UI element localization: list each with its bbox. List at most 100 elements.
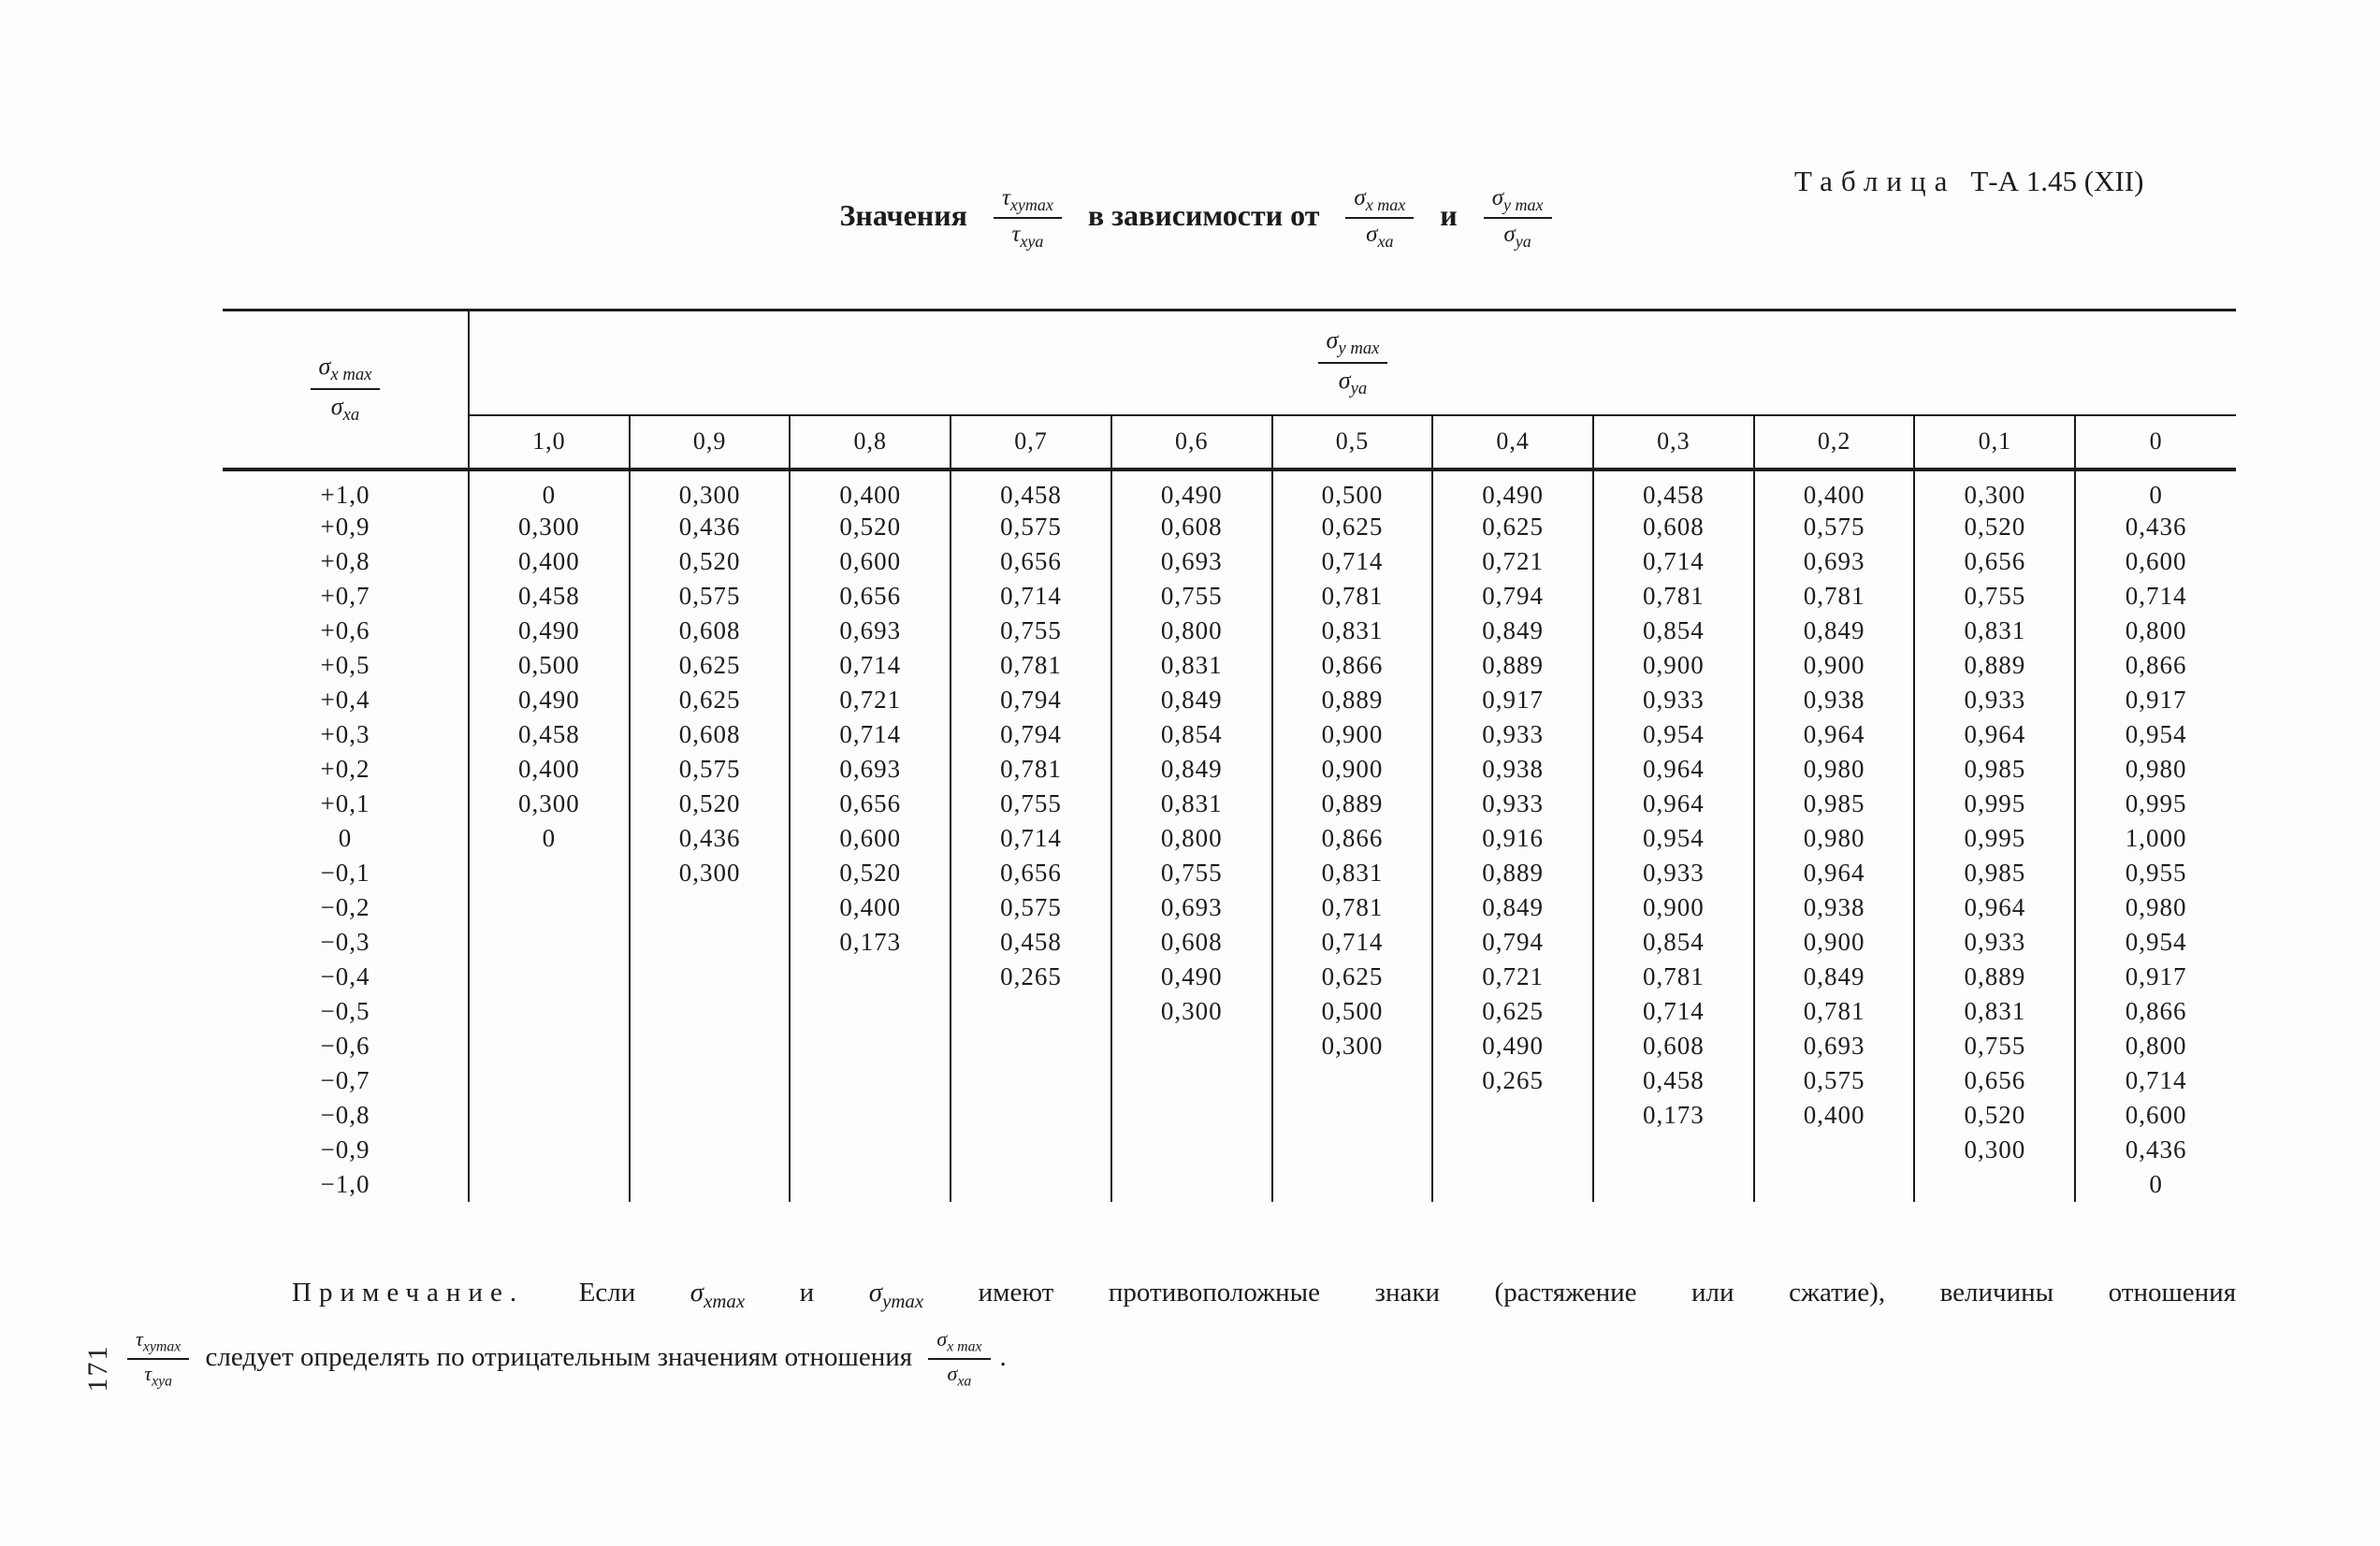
table-row: −0,3 0,173 0,458 0,608 0,714 0,794 0,854 0,900 0…: [223, 924, 2236, 960]
table-cell: 0,933: [1913, 682, 2076, 717]
table-cell: 0,755: [1913, 1028, 2076, 1063]
fraction-numerator: τxymax: [993, 185, 1062, 220]
table-cell: [1592, 1132, 1754, 1167]
row-label: +1,0: [223, 469, 470, 510]
table-cell: 0,954: [1592, 820, 1754, 856]
table-cell: 0,933: [1592, 855, 1754, 890]
table-cell: 0,600: [789, 820, 951, 856]
title-word: Значения: [839, 197, 967, 232]
column-header: 0,3: [1592, 414, 1754, 471]
table-cell: [468, 1132, 630, 1167]
table-cell: 0,575: [950, 889, 1111, 925]
fraction-numerator: σy max: [1317, 326, 1388, 364]
table-cell: 0,794: [1431, 578, 1594, 614]
table-cell: [1431, 1166, 1594, 1202]
table-cell: 0,900: [1592, 647, 1754, 683]
values-table: σx max σxa σy max σya 1,0 0,9 0,8 0,7 0,6 0,5…: [223, 309, 2236, 1202]
table-cell: [1592, 1166, 1754, 1202]
table-cell: 0,849: [1752, 959, 1915, 994]
table-cell: 0,608: [1592, 509, 1754, 544]
fraction-denominator: τxya: [144, 1362, 173, 1390]
table-cell: 0,458: [468, 716, 630, 752]
table-cell: [1110, 1132, 1272, 1167]
table-head: σx max σxa σy max σya 1,0 0,9 0,8 0,7 0,6 0,5…: [223, 309, 2236, 471]
table-cell: 0,714: [2074, 1062, 2236, 1098]
table-cell: 0,985: [1913, 751, 2076, 787]
fraction-denominator: σxa: [330, 393, 360, 426]
table-cell: 0,300: [1913, 1132, 2076, 1167]
table-cell: [468, 1166, 630, 1202]
table-cell: 0,889: [1431, 647, 1594, 683]
table-cell: 0,625: [1431, 509, 1594, 544]
table-cell: [468, 924, 630, 960]
table-row: +0,8 0,400 0,520 0,600 0,656 0,693 0,714 0,721 0…: [223, 543, 2236, 579]
table-cell: 0,854: [1592, 613, 1754, 648]
table-row: +0,4 0,490 0,625 0,721 0,794 0,849 0,889 0,917 0…: [223, 682, 2236, 717]
table-cell: 0,436: [2074, 509, 2236, 544]
table-cell: 0,781: [1270, 889, 1433, 925]
table-cell: [1752, 1166, 1915, 1202]
table-cell: 0,794: [1431, 924, 1594, 960]
fraction-denominator: σya: [1503, 222, 1531, 252]
table-cell: 0,458: [1592, 1062, 1754, 1098]
table-cell: 0,831: [1913, 613, 2076, 648]
table-cell: 0,714: [950, 578, 1111, 614]
table-cell: [468, 855, 630, 890]
table-cell: [950, 1028, 1111, 1063]
table-cell: 0,980: [2074, 889, 2236, 925]
table-cell: 0,656: [1913, 543, 2076, 579]
table-cell: 0,490: [468, 682, 630, 717]
table-row: +0,2 0,400 0,575 0,693 0,781 0,849 0,900 0,938 0…: [223, 751, 2236, 787]
table-cell: 0,964: [1752, 716, 1915, 752]
table-cell: 0,173: [1592, 1097, 1754, 1133]
table-cell: 0,436: [628, 509, 791, 544]
table-cell: [1110, 1166, 1272, 1202]
table-cell: 0,625: [1270, 959, 1433, 994]
table-cell: 0,781: [1592, 578, 1754, 614]
fraction-sigma-ratio-note: σx max σxa: [928, 1327, 991, 1390]
sigma-xmax-symbol: σxmax: [689, 1278, 746, 1312]
table-cell: [628, 1097, 791, 1133]
column-header: 0,9: [628, 414, 791, 471]
table-cell: 0,625: [628, 682, 791, 717]
row-label: −0,1: [223, 855, 470, 890]
table-cell: 0,300: [628, 855, 791, 890]
table-caption: Таблица Т-А 1.45 (XII): [1794, 165, 2143, 198]
table-cell: 0,173: [789, 924, 951, 960]
table-cell: 0,300: [1110, 993, 1272, 1029]
table-cell: 0,964: [1752, 855, 1915, 890]
table-cell: 0,794: [950, 716, 1111, 752]
table-cell: 0,755: [950, 786, 1111, 821]
table-cell: 0,500: [1270, 993, 1433, 1029]
table-cell: [468, 1062, 630, 1098]
table-cell: 0,490: [1431, 469, 1594, 510]
table-cell: 0: [2074, 1166, 2236, 1202]
stub-header: σx max σxa: [223, 309, 470, 471]
table-cell: 0,714: [789, 716, 951, 752]
table-row: +0,1 0,300 0,520 0,656 0,755 0,831 0,889 0,933 0…: [223, 786, 2236, 821]
table-cell: 0,849: [1110, 751, 1272, 787]
column-group-header: σy max σya: [469, 309, 2236, 416]
table-cell: [1270, 1166, 1433, 1202]
column-header: 0,4: [1431, 414, 1594, 471]
table-cell: [789, 1166, 951, 1202]
table-cell: 0,781: [1592, 959, 1754, 994]
table-cell: 0,714: [2074, 578, 2236, 614]
table-cell: 0,917: [1431, 682, 1594, 717]
table-cell: 0,933: [1431, 716, 1594, 752]
table-cell: 0,980: [1752, 751, 1915, 787]
table-cell: 0,608: [628, 716, 791, 752]
note-text: .: [999, 1341, 1007, 1372]
table-row: +0,9 0,300 0,436 0,520 0,575 0,608 0,625 0,625 0…: [223, 509, 2236, 544]
note-text: имеют противоположные знаки (растяжение …: [978, 1278, 2237, 1308]
table-cell: 0,755: [1110, 578, 1272, 614]
table-row: −0,1 0,300 0,520 0,656 0,755 0,831 0,889 0,933 0…: [223, 855, 2236, 890]
table-cell: 0,980: [1752, 820, 1915, 856]
row-label: +0,1: [223, 786, 470, 821]
table-cell: 0,520: [628, 543, 791, 579]
table-cell: 0,849: [1431, 613, 1594, 648]
table-cell: 0,916: [1431, 820, 1594, 856]
table-cell: 0,831: [1110, 786, 1272, 821]
table-row: −0,6 0,300 0,490 0,608 0,693 0,755 0,800: [223, 1028, 2236, 1063]
table-cell: [468, 1097, 630, 1133]
